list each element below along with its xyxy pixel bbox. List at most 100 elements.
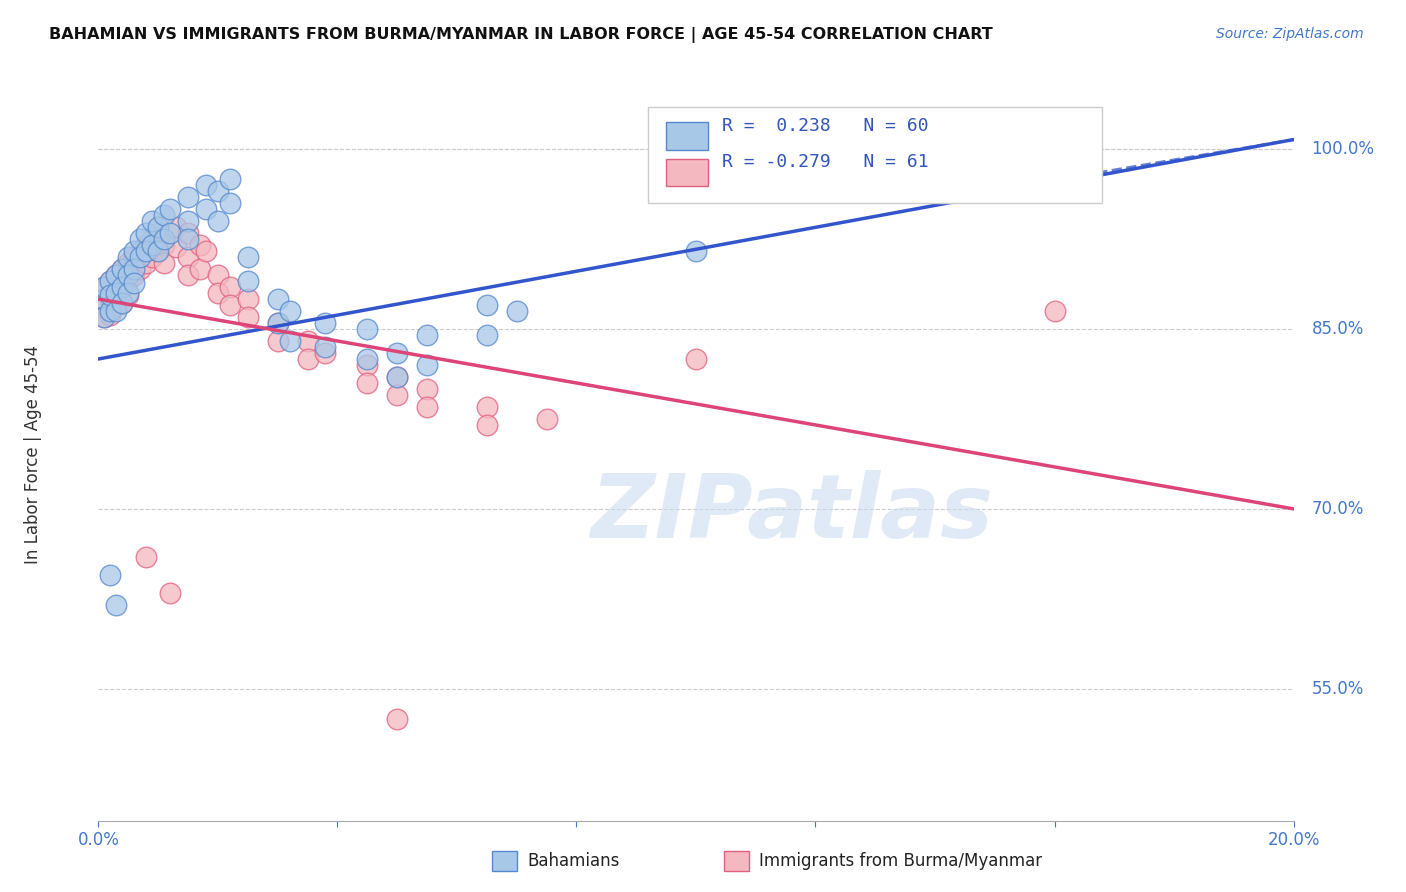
Point <box>124 277 146 291</box>
Point <box>148 244 170 258</box>
Point <box>111 262 134 277</box>
Point <box>194 202 218 216</box>
Point <box>188 238 211 252</box>
Point <box>385 712 409 726</box>
Point <box>93 298 115 312</box>
Point <box>207 268 229 282</box>
Point <box>105 268 128 282</box>
Point <box>93 280 115 294</box>
Point <box>278 334 301 348</box>
Point <box>685 244 707 258</box>
Point <box>93 310 115 324</box>
Point <box>135 256 157 270</box>
Point <box>129 262 152 277</box>
Point <box>475 417 498 432</box>
Point <box>207 184 229 198</box>
Point <box>135 226 157 240</box>
Point <box>159 226 181 240</box>
Point <box>141 214 163 228</box>
Text: Immigrants from Burma/Myanmar: Immigrants from Burma/Myanmar <box>759 852 1042 870</box>
Point <box>153 256 176 270</box>
Text: 55.0%: 55.0% <box>1312 680 1364 698</box>
Point <box>177 190 200 204</box>
Point <box>416 358 439 372</box>
Text: 100.0%: 100.0% <box>1312 140 1375 158</box>
Point <box>219 280 242 294</box>
Text: 70.0%: 70.0% <box>1312 500 1364 518</box>
Point <box>111 295 134 310</box>
Point <box>236 292 259 306</box>
Point <box>188 262 211 277</box>
Point <box>165 220 187 235</box>
Point <box>165 240 187 254</box>
Point <box>314 340 337 354</box>
Point <box>1043 304 1066 318</box>
Point <box>124 262 146 277</box>
Point <box>141 250 163 264</box>
Point <box>356 322 378 336</box>
Text: 85.0%: 85.0% <box>1312 320 1364 338</box>
Point <box>98 567 122 582</box>
Point <box>236 274 259 288</box>
Point <box>356 351 378 366</box>
Point <box>267 316 290 330</box>
Point <box>207 214 229 228</box>
Point <box>117 268 139 282</box>
Point <box>536 412 558 426</box>
Point <box>153 208 176 222</box>
Point <box>111 262 134 277</box>
Point <box>93 292 115 306</box>
Point <box>385 388 409 402</box>
Point <box>177 214 200 228</box>
Point <box>177 250 200 264</box>
Point <box>129 250 152 264</box>
Point <box>111 280 134 294</box>
Text: Bahamians: Bahamians <box>527 852 620 870</box>
Point <box>98 288 122 302</box>
Point <box>148 220 170 235</box>
Point <box>385 370 409 384</box>
Point <box>416 400 439 414</box>
Point <box>159 586 181 600</box>
Point <box>105 298 128 312</box>
Point <box>98 308 122 322</box>
Point <box>219 172 242 186</box>
Point <box>135 238 157 252</box>
Point <box>475 400 498 414</box>
Point <box>356 358 378 372</box>
Point <box>98 292 122 306</box>
Point <box>416 328 439 343</box>
Point <box>98 274 122 288</box>
Text: Source: ZipAtlas.com: Source: ZipAtlas.com <box>1216 27 1364 41</box>
Point <box>105 286 128 301</box>
Point <box>236 310 259 324</box>
Point <box>111 295 134 310</box>
Point <box>117 286 139 301</box>
Point <box>129 244 152 258</box>
Point <box>117 256 139 270</box>
Point <box>177 268 200 282</box>
Bar <box>666 122 709 150</box>
Point <box>105 268 128 282</box>
Point <box>93 280 115 294</box>
Point <box>141 232 163 246</box>
Point <box>219 298 242 312</box>
Text: ZIPatlas: ZIPatlas <box>591 470 993 557</box>
Point <box>385 346 409 360</box>
Text: BAHAMIAN VS IMMIGRANTS FROM BURMA/MYANMAR IN LABOR FORCE | AGE 45-54 CORRELATION: BAHAMIAN VS IMMIGRANTS FROM BURMA/MYANMA… <box>49 27 993 43</box>
Point <box>236 250 259 264</box>
Point <box>177 226 200 240</box>
Point <box>124 268 146 282</box>
Point <box>177 232 200 246</box>
Point <box>159 202 181 216</box>
Point <box>105 598 128 612</box>
Point <box>297 334 319 348</box>
Point <box>105 304 128 318</box>
Point <box>314 316 337 330</box>
Point <box>117 274 139 288</box>
Point <box>135 549 157 564</box>
Point <box>416 382 439 396</box>
Point <box>267 316 290 330</box>
Point <box>124 244 146 258</box>
Point <box>105 286 128 301</box>
